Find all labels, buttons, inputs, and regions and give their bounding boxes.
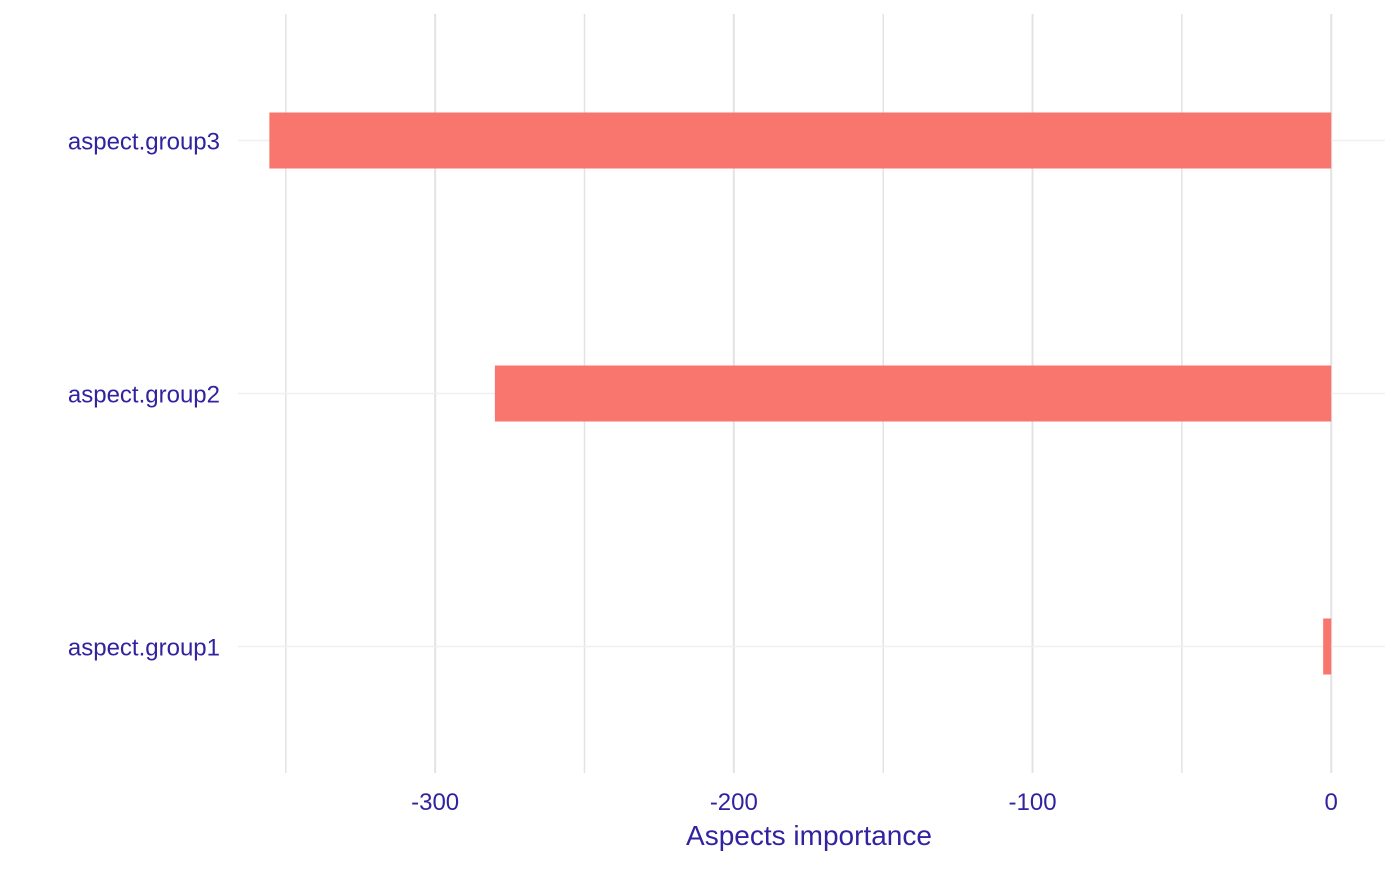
x-tick-label: 0 [1325,789,1338,816]
bars [269,112,1332,675]
x-tick-label: -300 [411,789,459,816]
bar-aspect-group3 [269,112,1332,169]
y-tick-label: aspect.group1 [68,635,220,662]
x-tick-label: -100 [1009,789,1057,816]
x-axis-labels: -300 -200 -100 0 [411,789,1338,816]
y-axis-labels: aspect.group1 aspect.group2 aspect.group3 [68,129,220,662]
x-tick-label: -200 [710,789,758,816]
y-tick-label: aspect.group2 [68,382,220,409]
x-axis-title: Aspects importance [686,820,932,851]
y-tick-label: aspect.group3 [68,129,220,156]
bar-aspect-group2 [494,365,1332,422]
bar-aspect-group1 [1323,618,1332,675]
